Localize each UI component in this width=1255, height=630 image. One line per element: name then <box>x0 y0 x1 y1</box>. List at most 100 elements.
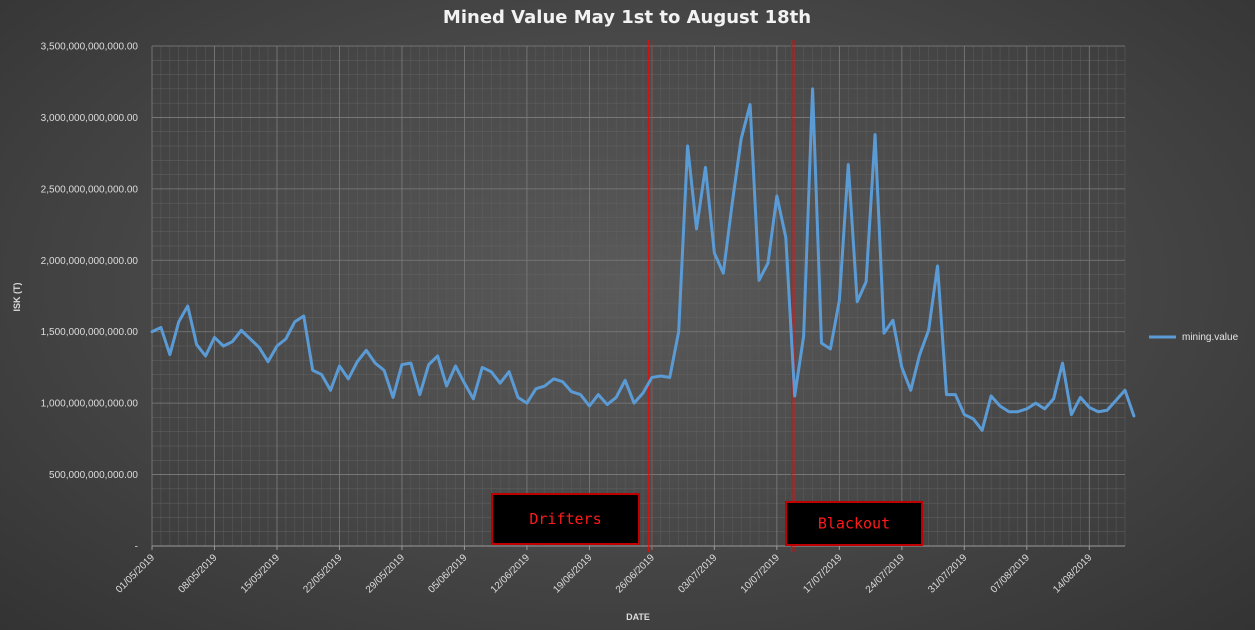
data-point <box>820 341 823 345</box>
data-point <box>668 376 671 379</box>
data-point <box>481 366 484 369</box>
data-point <box>382 369 386 372</box>
x-tick-label: 07/08/2019 <box>989 552 1032 595</box>
data-point <box>427 363 430 366</box>
data-point <box>507 370 511 373</box>
data-point <box>766 261 770 265</box>
data-point <box>1061 361 1064 365</box>
data-point <box>463 381 466 385</box>
data-point <box>989 394 993 398</box>
data-point <box>704 166 707 169</box>
data-point <box>1123 389 1127 392</box>
x-tick-label: 26/06/2019 <box>614 552 657 595</box>
legend-label: mining.value <box>1182 332 1239 343</box>
data-point <box>891 319 895 322</box>
y-tick-label: 1,500,000,000,000.00 <box>41 327 139 338</box>
data-point <box>686 144 689 148</box>
data-point <box>445 384 448 388</box>
data-point <box>614 396 618 399</box>
x-tick-label: 29/05/2019 <box>364 552 407 595</box>
data-point <box>731 201 734 205</box>
data-point <box>650 376 654 379</box>
data-point <box>972 417 975 421</box>
data-point <box>1025 407 1029 411</box>
data-point <box>248 337 252 341</box>
data-point <box>873 133 877 136</box>
data-point <box>150 330 154 333</box>
data-point <box>963 413 966 416</box>
data-point <box>641 391 645 395</box>
x-tick-label: 12/06/2019 <box>489 552 532 595</box>
data-point <box>543 384 546 388</box>
data-point <box>802 334 805 338</box>
data-point <box>1105 409 1109 412</box>
series <box>150 87 1136 432</box>
data-point <box>266 360 270 363</box>
y-tick-label: 500,000,000,000.00 <box>49 470 138 481</box>
x-tick-label: 19/06/2019 <box>551 552 594 595</box>
x-tick-label: 24/07/2019 <box>864 552 907 595</box>
data-point <box>606 403 609 406</box>
data-point <box>186 304 189 308</box>
data-point <box>311 369 314 372</box>
x-tick-label: 31/07/2019 <box>926 552 969 595</box>
data-point <box>945 393 948 396</box>
data-point <box>1043 407 1046 411</box>
data-point <box>159 326 163 329</box>
x-tick-label: 03/07/2019 <box>676 552 719 595</box>
data-point <box>695 227 698 231</box>
data-point <box>954 393 957 396</box>
x-axis-ticks: 01/05/2019 08/05/2019 15/05/2019 22/05/2019… <box>114 546 1095 596</box>
data-point <box>231 340 234 343</box>
x-tick-label: 08/05/2019 <box>176 552 219 595</box>
y-tick-label: 2,500,000,000,000.00 <box>41 184 139 195</box>
data-point <box>1052 397 1055 401</box>
data-point <box>980 429 984 432</box>
data-point <box>918 353 921 356</box>
y-tick-label: 3,000,000,000,000.00 <box>41 113 139 124</box>
data-point <box>400 363 404 366</box>
data-point <box>338 364 341 368</box>
data-point <box>713 251 716 255</box>
annotations: Drifters Blackout <box>491 40 923 552</box>
data-point <box>998 404 1002 408</box>
x-axis-label: DATE <box>626 612 650 622</box>
data-point <box>516 396 520 399</box>
annotation-label: Blackout <box>818 515 890 533</box>
data-point <box>561 380 564 383</box>
data-point <box>222 344 225 348</box>
data-point <box>909 389 912 392</box>
data-point <box>365 349 368 352</box>
y-tick-label: 1,000,000,000,000.00 <box>41 399 139 410</box>
annotation-label: Drifters <box>529 510 601 528</box>
data-point <box>454 364 457 368</box>
data-point <box>588 404 591 408</box>
data-point <box>677 330 680 333</box>
data-point <box>570 390 573 393</box>
data-point <box>391 396 395 399</box>
data-point <box>793 394 796 398</box>
data-point <box>302 314 305 318</box>
data-point <box>472 397 475 401</box>
data-point <box>722 271 725 275</box>
data-point <box>329 389 332 392</box>
data-point <box>373 361 377 365</box>
data-point <box>409 361 413 365</box>
data-point <box>775 194 779 198</box>
data-point <box>856 300 859 303</box>
data-point <box>936 264 939 268</box>
y-tick-label: 2,000,000,000,000.00 <box>41 256 139 267</box>
data-point <box>490 370 493 373</box>
data-point <box>864 280 868 283</box>
data-point <box>1114 399 1118 402</box>
data-point <box>418 393 421 396</box>
data-point <box>623 379 627 382</box>
y-axis-ticks: - 500,000,000,000.00 1,000,000,000,000.00 1… <box>41 42 139 553</box>
x-tick-label: 15/05/2019 <box>239 552 282 595</box>
x-tick-label: 17/07/2019 <box>801 552 844 595</box>
data-point <box>284 337 288 341</box>
data-point <box>739 137 743 141</box>
data-point <box>204 354 207 358</box>
data-point <box>177 320 180 323</box>
